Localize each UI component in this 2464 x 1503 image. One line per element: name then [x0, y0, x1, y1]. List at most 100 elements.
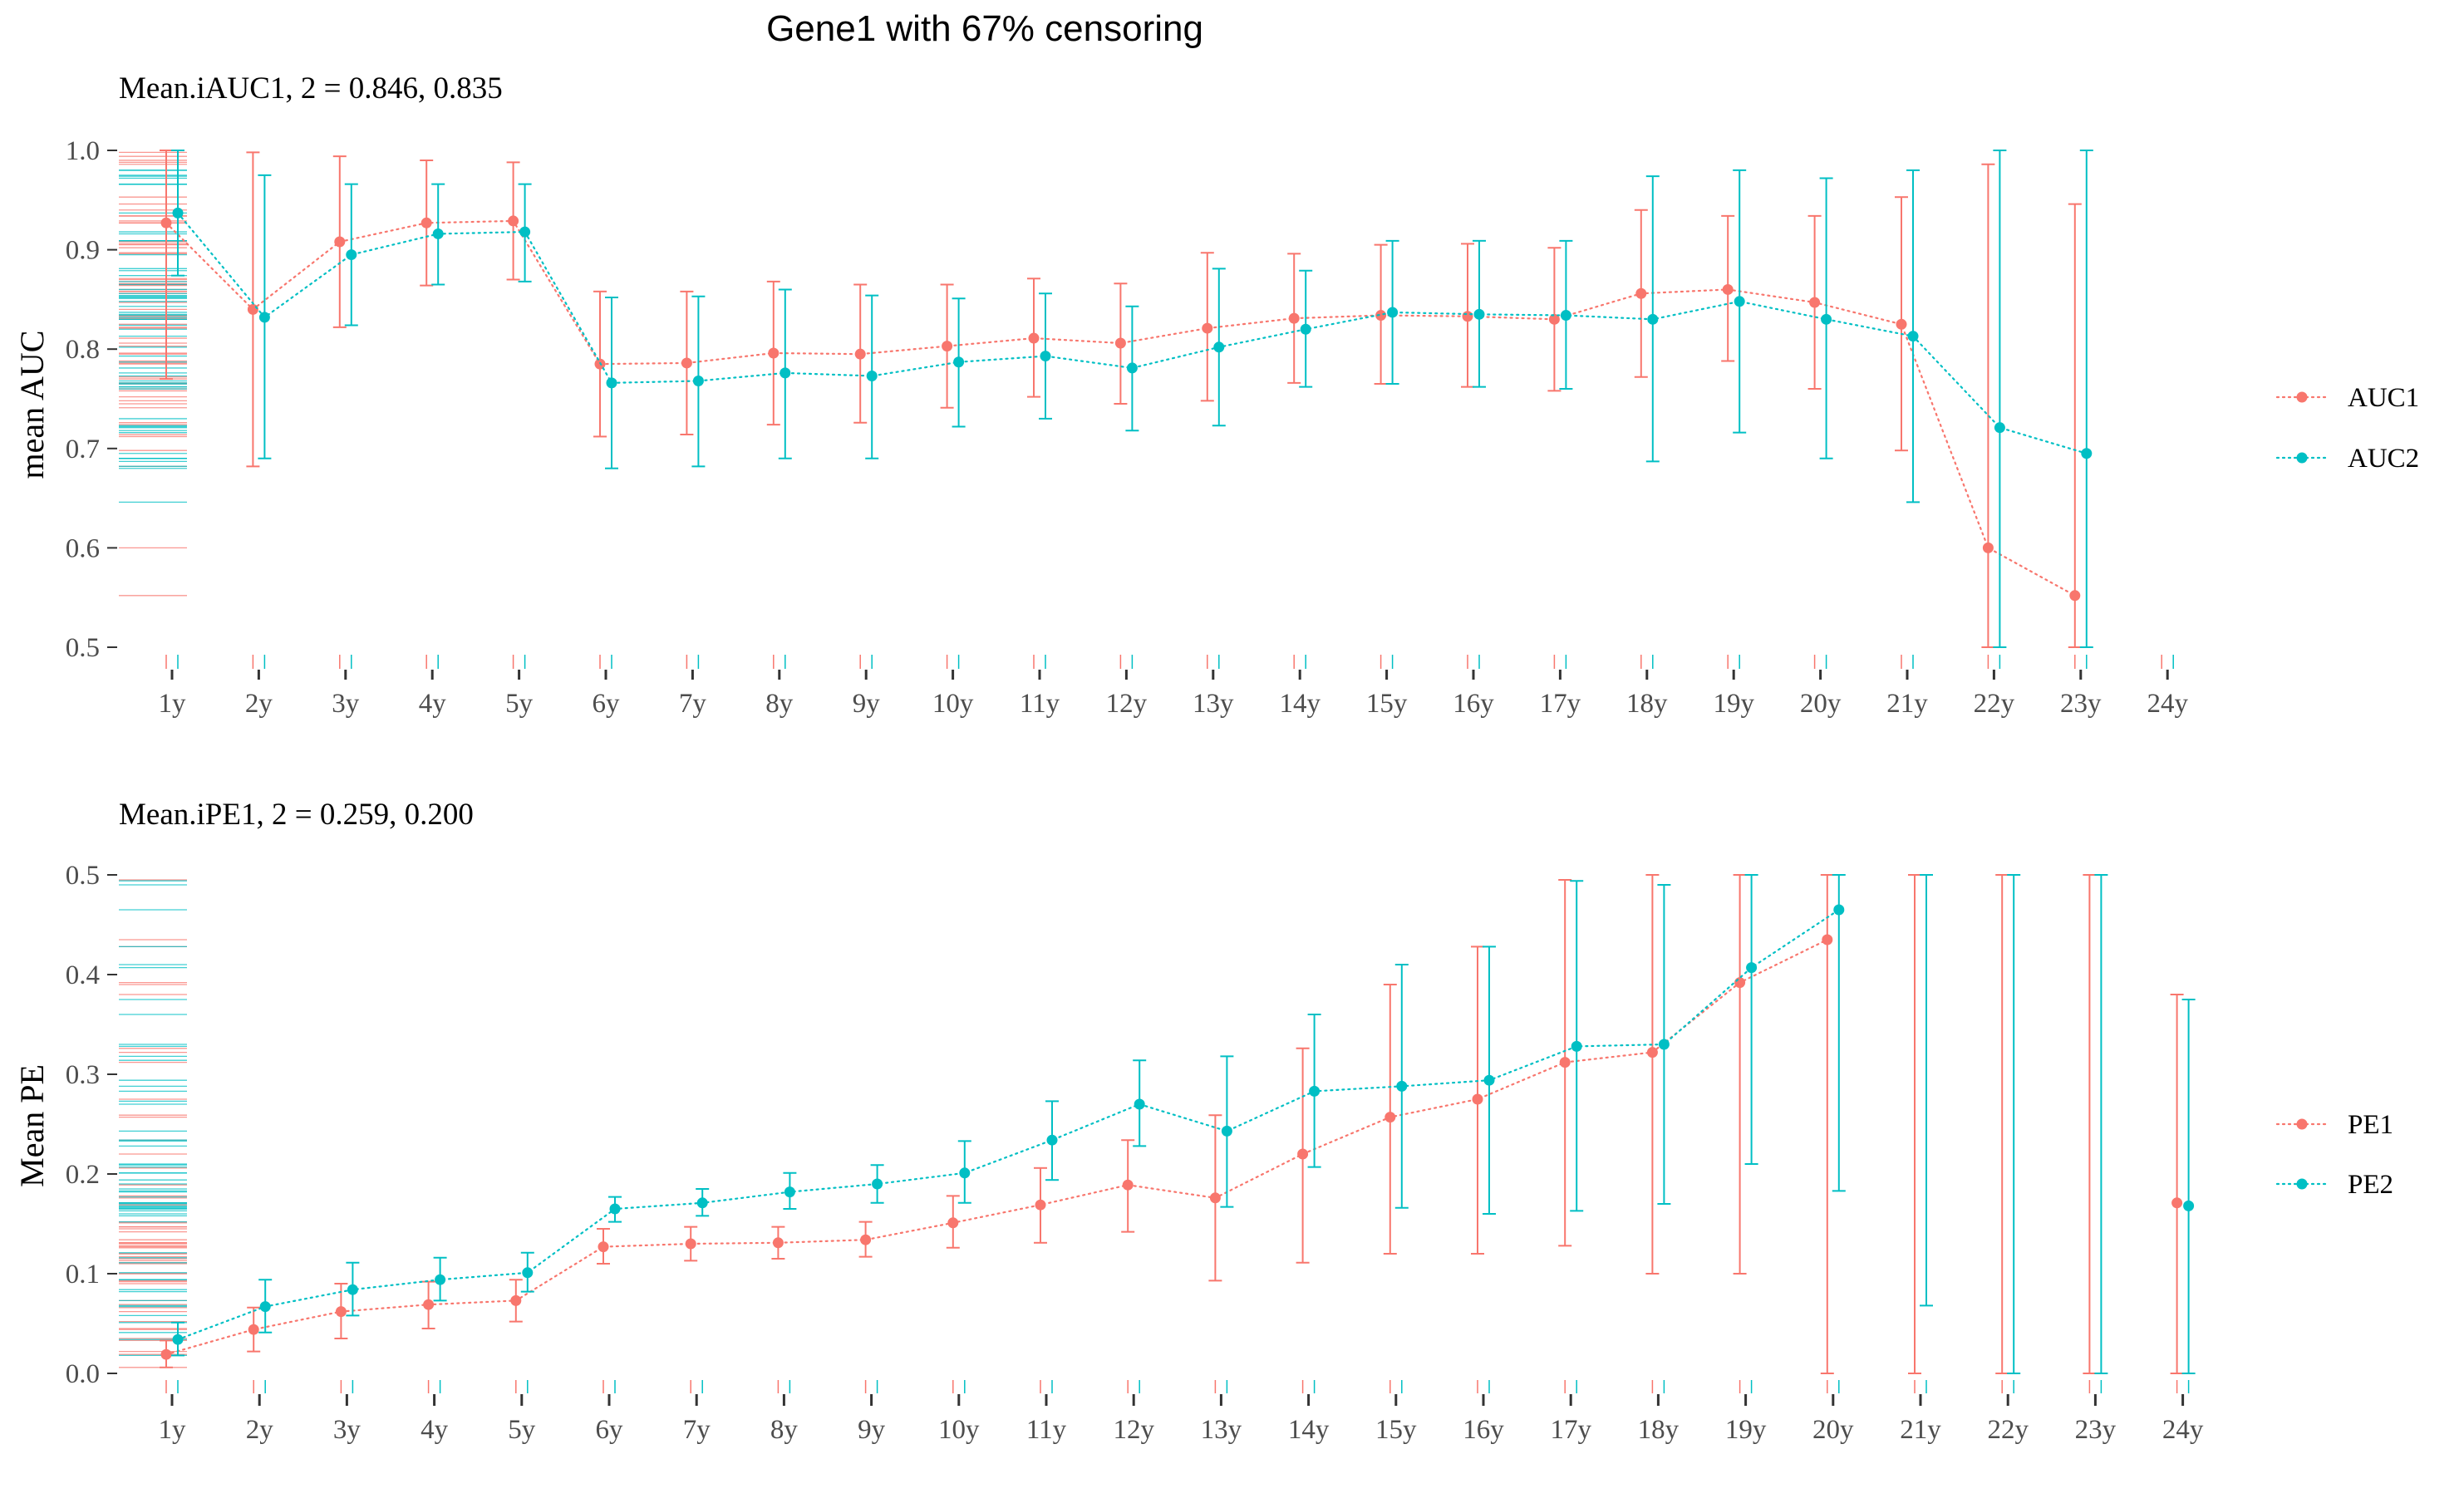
data-point-PE2 [609, 1203, 621, 1215]
data-point-PE2 [1134, 1098, 1145, 1110]
data-point-PE2 [1221, 1125, 1232, 1137]
data-point-AUC1 [1462, 311, 1473, 322]
x-tick-label: 24y [2147, 689, 2188, 719]
data-point-AUC1 [854, 348, 866, 360]
data-point-PE2 [172, 1334, 184, 1345]
x-tick-label: 11y [1026, 1415, 1067, 1445]
legend-label: AUC2 [2348, 444, 2419, 474]
data-point-PE1 [1122, 1179, 1134, 1191]
data-point-AUC1 [1809, 297, 1821, 308]
data-point-AUC2 [2081, 448, 2093, 459]
data-point-PE1 [423, 1299, 435, 1310]
data-point-AUC2 [172, 207, 184, 219]
data-point-AUC2 [692, 375, 704, 386]
x-tick-label: 18y [1626, 689, 1668, 719]
data-point-PE2 [522, 1267, 534, 1279]
x-tick-label: 3y [333, 1415, 361, 1445]
y-tick-label: 0.2 [66, 1160, 100, 1190]
legend-label: AUC1 [2348, 383, 2419, 413]
x-tick-label: 4y [421, 1415, 449, 1445]
x-tick-label: 16y [1463, 1415, 1504, 1445]
y-tick-label: 0.7 [66, 435, 100, 464]
x-tick-label: 22y [1974, 689, 2015, 719]
data-point-AUC2 [1907, 331, 1919, 342]
data-point-AUC2 [606, 377, 617, 389]
y-tick-label: 0.1 [66, 1260, 100, 1289]
data-point-AUC1 [1114, 337, 1126, 349]
y-tick-label: 1.0 [66, 136, 100, 166]
pe-rug [119, 879, 187, 1368]
legend-label: PE1 [2348, 1110, 2393, 1140]
data-point-AUC2 [1387, 307, 1399, 318]
data-point-PE1 [160, 1348, 172, 1360]
y-tick-label: 0.6 [66, 533, 100, 563]
data-point-AUC2 [866, 370, 878, 381]
x-tick-label: 9y [858, 1415, 886, 1445]
x-tick-label: 14y [1279, 689, 1321, 719]
y-tick-label: 0.8 [66, 335, 100, 365]
x-tick-label: 5y [508, 1415, 536, 1445]
data-point-PE2 [347, 1284, 358, 1295]
data-point-AUC1 [942, 341, 953, 352]
x-tick-label: 8y [770, 1415, 799, 1445]
x-tick-label: 5y [505, 689, 534, 719]
auc-legend: AUC1 AUC2 [2275, 383, 2419, 474]
data-point-PE2 [259, 1301, 271, 1313]
data-point-PE1 [947, 1217, 959, 1229]
y-tick-label: 0.5 [66, 861, 100, 891]
data-point-AUC1 [1548, 313, 1560, 325]
x-tick-label: 15y [1366, 689, 1408, 719]
x-tick-label: 21y [1886, 689, 1928, 719]
series-line-PE1 [166, 940, 2177, 1354]
data-point-AUC1 [1202, 322, 1213, 334]
data-point-PE2 [1746, 962, 1758, 974]
x-tick-label: 2y [245, 689, 273, 719]
y-tick-label: 0.3 [66, 1060, 100, 1090]
legend-key-point [2296, 452, 2308, 464]
data-point-PE2 [2183, 1200, 2195, 1211]
data-point-AUC1 [421, 217, 432, 228]
auc-y-axis: 0.5 0.6 0.7 0.8 0.9 1.0 [66, 136, 117, 663]
data-point-AUC2 [1734, 296, 1745, 307]
data-point-PE1 [248, 1324, 259, 1335]
x-tick-label: 23y [2060, 689, 2102, 719]
data-point-AUC2 [1213, 341, 1225, 353]
data-point-AUC2 [258, 312, 270, 323]
data-point-AUC2 [1126, 362, 1138, 374]
data-point-PE2 [1396, 1080, 1408, 1092]
pe-x-axis: 1y 2y 3y 4y 5y 6y 7y 8y 9y 10y 11y 12y 13y 14y 15y 16y 1… [159, 1380, 2204, 1445]
x-tick-label: 8y [765, 689, 794, 719]
x-tick-label: 9y [853, 689, 881, 719]
data-point-PE2 [696, 1197, 708, 1209]
pe-panel-subtitle: Mean.iPE1, 2 = 0.259, 0.200 [119, 798, 474, 832]
x-tick-label: 18y [1638, 1415, 1680, 1445]
data-point-AUC2 [1821, 313, 1832, 325]
x-tick-label: 3y [332, 689, 360, 719]
data-point-AUC2 [1647, 313, 1659, 325]
data-point-PE2 [1309, 1085, 1321, 1097]
data-point-PE1 [2171, 1197, 2183, 1209]
data-point-PE1 [510, 1294, 522, 1306]
legend-label: PE2 [2348, 1170, 2393, 1200]
data-point-AUC1 [1896, 318, 1907, 330]
data-point-AUC2 [1994, 422, 2005, 434]
data-point-PE2 [784, 1186, 795, 1198]
data-point-PE1 [1035, 1199, 1046, 1211]
x-tick-label: 13y [1193, 689, 1234, 719]
data-point-PE1 [772, 1237, 784, 1249]
x-tick-label: 14y [1288, 1415, 1330, 1445]
pe-legend: PE1 PE2 [2275, 1110, 2393, 1200]
series-line-PE2 [178, 910, 2189, 1339]
data-point-AUC2 [780, 367, 791, 379]
data-point-PE2 [959, 1167, 971, 1179]
data-point-PE1 [1297, 1148, 1309, 1160]
auc-x-axis: 1y 2y 3y 4y 5y 6y 7y 8y 9y 10y 11y 12y 13y 14y 15y 16y 1… [159, 655, 2188, 719]
data-point-AUC2 [1040, 351, 1051, 362]
pe-plot-area [160, 874, 2196, 1374]
data-point-PE1 [685, 1238, 696, 1250]
data-point-PE2 [435, 1274, 446, 1285]
pe-panel: Mean.iPE1, 2 = 0.259, 0.200 Mean PE 0.00… [13, 798, 2393, 1445]
x-tick-label: 4y [419, 689, 447, 719]
x-tick-label: 1y [159, 1415, 187, 1445]
